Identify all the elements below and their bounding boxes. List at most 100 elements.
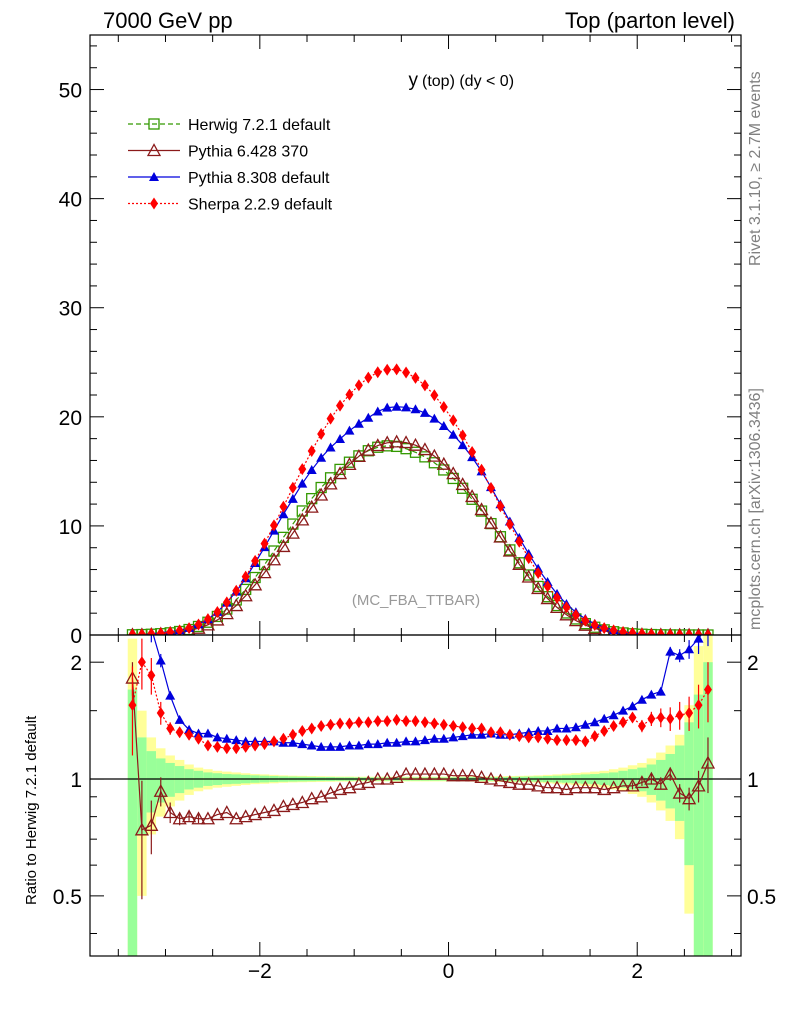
main-data-point bbox=[578, 617, 593, 631]
ratio-data-point bbox=[287, 737, 298, 747]
ratio-data-point bbox=[153, 783, 168, 797]
analysis-watermark: (MC_FBA_TTBAR) bbox=[352, 592, 480, 609]
ratio-data-point bbox=[326, 718, 335, 731]
main-data-point bbox=[448, 429, 459, 439]
main-data-point bbox=[540, 591, 555, 605]
ratio-data-point bbox=[561, 723, 572, 733]
ratio-data-point bbox=[185, 728, 194, 741]
ratio-data-point bbox=[417, 766, 433, 780]
main-data-point bbox=[391, 401, 402, 411]
ratio-frame bbox=[89, 634, 742, 957]
main-data-point bbox=[628, 627, 637, 635]
ratio-series-0 bbox=[125, 662, 716, 900]
ratio-data-point bbox=[581, 735, 590, 748]
main-data-point bbox=[306, 464, 317, 474]
ratio-data-point bbox=[449, 719, 458, 732]
main-data-point bbox=[325, 442, 336, 452]
main-data-point bbox=[260, 537, 269, 550]
ratio-data-point bbox=[580, 719, 591, 729]
ratio-data-point bbox=[578, 780, 593, 794]
legend-marker bbox=[149, 172, 159, 181]
band-inner-bin bbox=[127, 689, 138, 956]
main-y-tick-label: 30 bbox=[59, 298, 82, 321]
main-data-point bbox=[694, 628, 703, 635]
ratio-data-point bbox=[354, 716, 363, 729]
ratio-data-point bbox=[363, 739, 374, 749]
ratio-data-point bbox=[590, 730, 599, 743]
main-data-point bbox=[512, 556, 527, 570]
main-data-point bbox=[468, 446, 477, 459]
legend-label: Pythia 8.308 default bbox=[188, 170, 330, 187]
ratio-data-point bbox=[316, 741, 327, 751]
main-data-point bbox=[420, 379, 429, 392]
main-data-point bbox=[219, 606, 234, 620]
ratio-data-point bbox=[493, 773, 508, 787]
main-data-point bbox=[428, 457, 441, 469]
ratio-data-point bbox=[618, 705, 629, 715]
ratio-data-point bbox=[505, 728, 514, 741]
ratio-data-point bbox=[202, 728, 213, 738]
main-data-point bbox=[238, 588, 253, 602]
ratio-data-point bbox=[297, 739, 308, 749]
ratio-data-point bbox=[682, 791, 697, 805]
main-data-point bbox=[600, 622, 609, 635]
header-left: 7000 GeV pp bbox=[103, 8, 233, 33]
main-data-point bbox=[248, 577, 263, 591]
ratio-data-point bbox=[251, 739, 260, 752]
main-data-point bbox=[185, 622, 194, 635]
main-data-point bbox=[496, 500, 505, 513]
ratio-data-point bbox=[543, 732, 552, 745]
ratio-data-point bbox=[656, 711, 665, 724]
ratio-data-point bbox=[665, 646, 676, 656]
ratio-data-point bbox=[531, 778, 546, 792]
main-data-point bbox=[354, 379, 363, 392]
ratio-data-point bbox=[213, 740, 222, 753]
main-y-tick-label: 0 bbox=[70, 625, 82, 648]
main-data-point bbox=[278, 509, 289, 519]
ratio-data-point bbox=[549, 780, 565, 794]
main-data-point bbox=[427, 448, 442, 462]
ratio-data-point bbox=[446, 768, 461, 782]
ratio-data-point bbox=[279, 732, 288, 745]
main-data-point bbox=[419, 451, 431, 463]
main-y-tick-label: 10 bbox=[59, 516, 82, 539]
ratio-data-point bbox=[628, 711, 637, 724]
main-data-point bbox=[483, 515, 499, 529]
main-data-point bbox=[524, 552, 533, 565]
legend-label: Pythia 6.428 370 bbox=[188, 144, 308, 161]
main-data-point bbox=[307, 444, 316, 457]
main-data-point bbox=[477, 463, 486, 476]
ratio-data-point bbox=[486, 726, 495, 739]
ratio-data-point bbox=[257, 805, 272, 819]
ratio-data-point bbox=[232, 742, 241, 755]
ratio-data-point bbox=[155, 655, 166, 665]
main-data-point bbox=[439, 401, 448, 413]
main-data-point bbox=[222, 596, 231, 609]
ratio-data-point bbox=[248, 807, 263, 821]
main-data-point bbox=[656, 628, 665, 635]
ratio-data-point bbox=[653, 776, 668, 790]
main-data-point bbox=[175, 624, 184, 635]
ratio-data-point bbox=[438, 733, 449, 743]
ratio-data-point bbox=[496, 726, 505, 739]
ratio-data-point bbox=[410, 736, 421, 746]
ratio-series-2 bbox=[128, 638, 712, 756]
main-data-point bbox=[316, 452, 327, 462]
ratio-axis-ticks: 0.5 0.5 1 1 2 2 −2 0 2 bbox=[53, 635, 776, 983]
ratio-data-point bbox=[703, 683, 712, 696]
ratio-data-point bbox=[373, 715, 382, 728]
main-data-point bbox=[429, 413, 440, 423]
main-data-point bbox=[703, 628, 712, 635]
main-data-point bbox=[568, 613, 583, 627]
ratio-data-point bbox=[351, 776, 366, 790]
main-data-point bbox=[666, 628, 675, 635]
ratio-data-point bbox=[587, 780, 602, 794]
ratio-data-point bbox=[317, 719, 326, 732]
main-data-point bbox=[402, 366, 411, 379]
main-data-point bbox=[401, 402, 412, 412]
ratio-y-tick-label-right: 1 bbox=[747, 769, 759, 792]
band-inner-bin bbox=[703, 662, 713, 956]
ratio-series-layer bbox=[125, 635, 716, 900]
ratio-data-point bbox=[325, 741, 336, 751]
